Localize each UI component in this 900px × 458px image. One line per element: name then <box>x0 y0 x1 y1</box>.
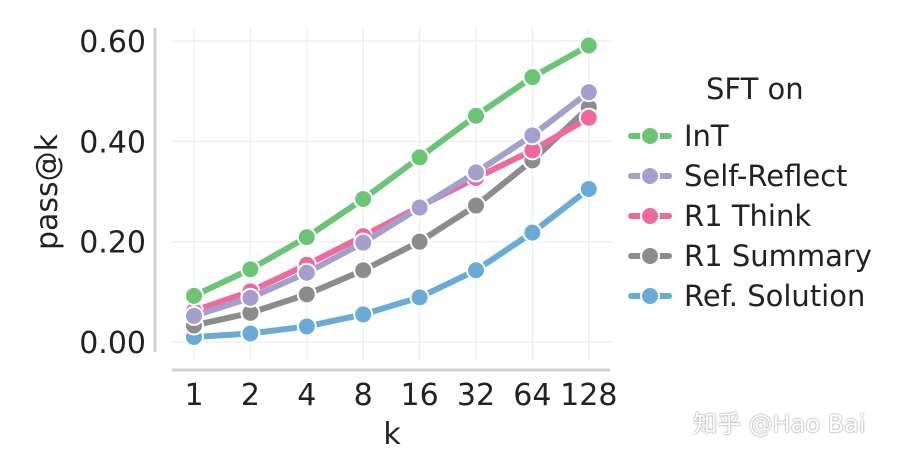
y-tick-labels: 0.00 0.20 0.40 0.60 <box>79 25 146 361</box>
data-point <box>296 227 317 248</box>
data-point <box>296 284 317 305</box>
axes <box>153 28 610 372</box>
data-point <box>409 197 430 218</box>
y-axis-label: pass@k <box>30 133 65 250</box>
data-point <box>578 35 599 56</box>
legend-label: R1 Think <box>684 199 812 233</box>
data-point <box>522 67 543 88</box>
x-axis-label: k <box>383 417 401 452</box>
legend-swatch <box>628 164 672 188</box>
data-point <box>409 231 430 252</box>
data-point <box>522 125 543 146</box>
series-line <box>191 42 592 299</box>
data-point <box>522 222 543 243</box>
data-point <box>240 259 261 280</box>
data-point <box>296 316 317 337</box>
data-point <box>578 178 599 199</box>
legend-item: InT <box>628 116 898 156</box>
legend-swatch <box>628 284 672 308</box>
series-line <box>191 89 592 319</box>
legend: SFT on InT Self-Reflect R1 Think R1 Summary… <box>628 70 898 316</box>
y-tick-label: 0.20 <box>79 226 146 261</box>
data-point <box>353 232 374 253</box>
x-tick-label: 64 <box>513 378 551 413</box>
legend-label: Ref. Solution <box>684 279 866 313</box>
x-tick-label: 2 <box>241 378 260 413</box>
y-tick-label: 0.60 <box>79 25 146 60</box>
data-point <box>578 107 599 128</box>
data-point <box>184 305 204 326</box>
data-point <box>466 260 486 281</box>
legend-item: Ref. Solution <box>628 276 898 316</box>
x-tick-labels: 1 2 4 8 16 32 64 128 <box>184 378 617 413</box>
series-line <box>191 114 592 314</box>
legend-swatch-marker <box>640 166 660 186</box>
data-point <box>409 147 430 168</box>
legend-label: R1 Summary <box>684 239 872 273</box>
x-tick-label: 8 <box>354 378 373 413</box>
series-int <box>184 35 599 306</box>
legend-swatch-marker <box>640 206 660 226</box>
grid <box>172 28 612 360</box>
data-point <box>409 287 430 308</box>
data-point <box>578 82 599 103</box>
legend-swatch <box>628 244 672 268</box>
series-self-reflect <box>184 82 599 326</box>
series-ref-solution <box>184 178 599 347</box>
legend-swatch-marker <box>640 126 660 146</box>
legend-label: InT <box>684 119 729 153</box>
y-tick-label: 0.40 <box>79 125 146 160</box>
watermark: 知乎 @Hao Bai <box>693 410 866 438</box>
legend-title: SFT on <box>706 72 804 106</box>
data-point <box>466 162 486 183</box>
data-point <box>296 262 317 283</box>
data-point <box>353 304 374 325</box>
legend-item: Self-Reflect <box>628 156 898 196</box>
x-tick-label: 32 <box>457 378 495 413</box>
legend-swatch-marker <box>640 286 660 306</box>
legend-item: R1 Think <box>628 196 898 236</box>
data-point <box>184 285 204 306</box>
data-point <box>466 105 486 126</box>
legend-items: InT Self-Reflect R1 Think R1 Summary Ref. So… <box>628 116 898 316</box>
x-tick-label: 16 <box>401 378 439 413</box>
x-tick-label: 128 <box>560 378 617 413</box>
y-tick-label: 0.00 <box>79 326 146 361</box>
series-lines <box>184 35 599 347</box>
data-point <box>353 189 374 210</box>
legend-swatch <box>628 204 672 228</box>
series-r1-summary <box>184 97 599 336</box>
legend-swatch <box>628 124 672 148</box>
x-tick-label: 4 <box>297 378 316 413</box>
legend-item: R1 Summary <box>628 236 898 276</box>
data-point <box>466 195 486 216</box>
data-point <box>353 260 374 281</box>
legend-label: Self-Reflect <box>684 159 848 193</box>
data-point <box>240 287 261 308</box>
x-tick-label: 1 <box>184 378 203 413</box>
legend-swatch-marker <box>640 246 660 266</box>
data-point <box>240 323 261 344</box>
